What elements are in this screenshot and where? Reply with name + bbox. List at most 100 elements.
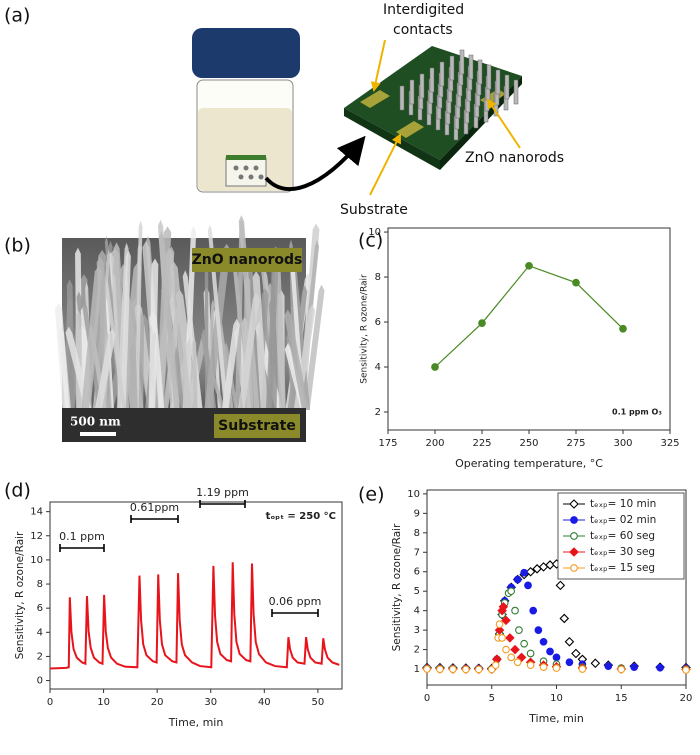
rod bbox=[468, 54, 474, 80]
legend-label: tₑₓₚ= 30 seg bbox=[590, 546, 655, 558]
rod bbox=[504, 74, 510, 100]
y-tick-label: 10 bbox=[30, 555, 43, 566]
x-tick-label: 250 bbox=[519, 438, 538, 449]
y-tick-label: 2 bbox=[414, 645, 420, 656]
contact-pad bbox=[360, 90, 390, 108]
data-point bbox=[534, 626, 543, 634]
data-point bbox=[619, 324, 627, 333]
solution bbox=[198, 108, 292, 191]
rod bbox=[409, 79, 415, 105]
data-point bbox=[507, 587, 516, 596]
label: Substrate bbox=[218, 418, 296, 434]
label: Interdigited bbox=[383, 2, 464, 18]
data-point bbox=[505, 633, 515, 643]
x-tick-label: 50 bbox=[312, 697, 325, 708]
data-point bbox=[571, 648, 581, 659]
data-point bbox=[526, 649, 535, 658]
chip-side bbox=[440, 76, 522, 170]
x-tick-label: 20 bbox=[151, 697, 164, 708]
data-point bbox=[436, 665, 444, 674]
rod bbox=[94, 328, 116, 410]
label-box bbox=[214, 414, 300, 438]
data-point bbox=[604, 662, 613, 670]
data-point bbox=[564, 637, 575, 647]
x-tick-label: 325 bbox=[660, 438, 679, 449]
nanorods bbox=[55, 215, 325, 410]
annotation: 0.06 ppm bbox=[269, 595, 322, 608]
data-point bbox=[520, 639, 528, 648]
annotation: tₒₚₜ = 250 °C bbox=[266, 511, 336, 522]
rod bbox=[170, 261, 192, 410]
rod bbox=[495, 69, 501, 95]
data-point bbox=[462, 665, 470, 674]
y-tick-label: 4 bbox=[375, 362, 381, 373]
data-point bbox=[501, 615, 511, 626]
data-point bbox=[682, 666, 690, 674]
rod bbox=[439, 61, 445, 87]
data-point bbox=[513, 658, 522, 667]
pointer bbox=[370, 39, 386, 92]
y-tick-label: 2 bbox=[375, 407, 381, 418]
rod bbox=[284, 309, 309, 410]
x-tick-label: 15 bbox=[615, 693, 628, 704]
data-point bbox=[529, 606, 538, 615]
schematic: Interdigited contacts ZnO nanorods Subst… bbox=[192, 2, 564, 218]
plot-frame bbox=[49, 501, 343, 690]
bracket bbox=[199, 500, 246, 508]
rod bbox=[459, 49, 465, 75]
y-tick-label: 8 bbox=[375, 272, 381, 283]
data-point bbox=[513, 575, 522, 584]
rod bbox=[148, 258, 159, 410]
annotation: 1.19 ppm bbox=[196, 486, 249, 499]
rod bbox=[192, 337, 198, 410]
data-point bbox=[525, 566, 536, 577]
data-line bbox=[434, 265, 624, 368]
data-point bbox=[565, 658, 574, 667]
y-tick-label: 8 bbox=[37, 579, 43, 590]
y-tick-label: 4 bbox=[414, 606, 420, 617]
x-tick-label: 10 bbox=[550, 693, 563, 704]
rod bbox=[429, 67, 435, 93]
rod bbox=[486, 64, 492, 90]
y-tick-label: 0 bbox=[37, 676, 43, 687]
data-point bbox=[546, 647, 554, 656]
data-point bbox=[510, 644, 520, 655]
substrate-top bbox=[226, 155, 266, 160]
data-point bbox=[498, 634, 506, 642]
x-tick-label: 30 bbox=[204, 697, 217, 708]
panel-labels: (a) (b) (c) (d) (e) bbox=[4, 5, 385, 506]
rod bbox=[134, 220, 143, 410]
data-point bbox=[578, 665, 587, 673]
x-axis-label: Time, min bbox=[168, 716, 224, 729]
data-point bbox=[552, 664, 561, 672]
data-point bbox=[494, 625, 505, 635]
y-axis-label: Sensitivity, R ozone/Rair bbox=[391, 523, 403, 651]
x-tick-label: 40 bbox=[258, 697, 271, 708]
y-tick-label: 5 bbox=[414, 586, 420, 597]
y-tick-label: 9 bbox=[414, 508, 420, 519]
panel-label: (e) bbox=[358, 484, 385, 506]
data-point bbox=[431, 363, 439, 371]
legend-marker bbox=[569, 499, 579, 509]
label: contacts bbox=[393, 22, 453, 38]
data-point bbox=[552, 653, 561, 662]
bracket bbox=[59, 544, 105, 552]
y-tick-label: 8 bbox=[414, 528, 420, 539]
data-point bbox=[423, 665, 431, 673]
x-tick-label: 5 bbox=[489, 693, 495, 704]
data-point bbox=[524, 581, 532, 590]
data-point bbox=[491, 661, 500, 669]
data-point bbox=[511, 606, 519, 615]
data-point bbox=[474, 665, 483, 674]
rod bbox=[477, 59, 483, 85]
data-point bbox=[656, 663, 664, 672]
sem-image: ZnO nanorods Substrate 500 nm bbox=[55, 215, 325, 442]
bracket bbox=[130, 515, 179, 523]
scale-label: 500 nm bbox=[70, 415, 121, 429]
y-tick-label: 12 bbox=[30, 531, 43, 542]
data-point bbox=[590, 658, 601, 668]
data-point bbox=[498, 601, 509, 612]
rod bbox=[105, 281, 127, 410]
y-axis-label: Sensitivity, R ozone/Rair bbox=[14, 531, 26, 659]
